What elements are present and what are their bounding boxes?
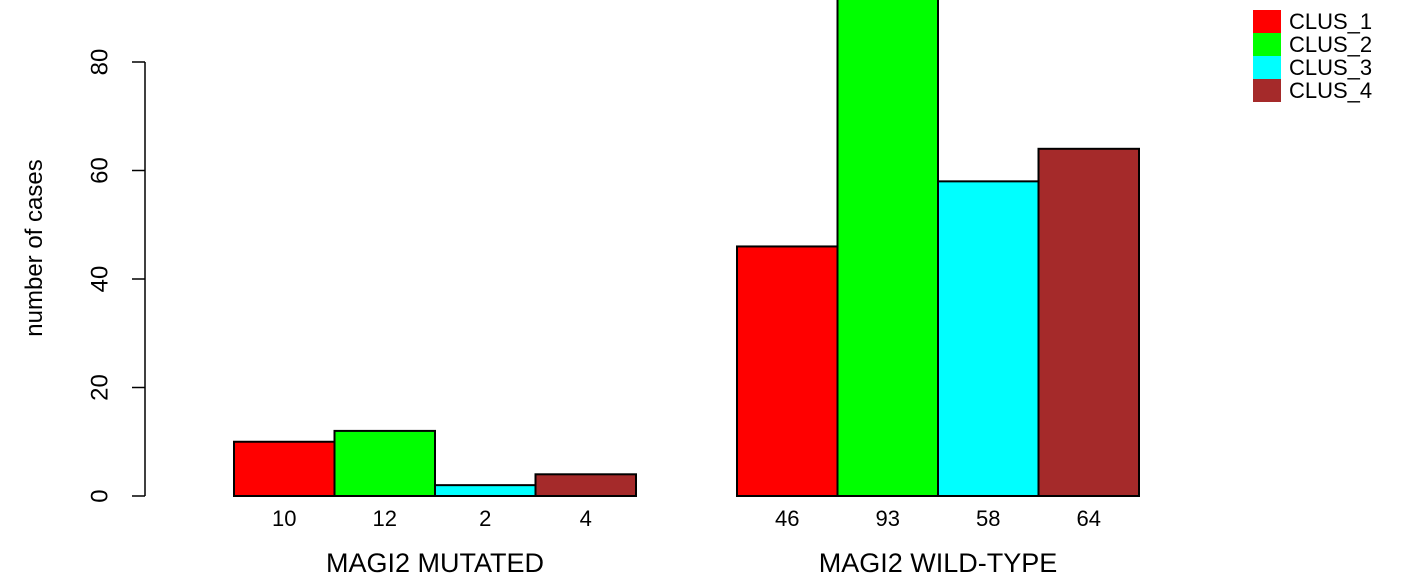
bars — [233, 0, 1140, 498]
y-tick-label: 0 — [87, 489, 114, 502]
group-label: MAGI2 MUTATED — [326, 548, 544, 578]
bar-value-label: 12 — [373, 506, 397, 531]
bar-value-label: 93 — [876, 506, 900, 531]
bar — [534, 473, 637, 497]
bar — [434, 484, 537, 497]
y-axis: 0 20 40 60 80 — [87, 49, 146, 503]
bar-value-label: 2 — [479, 506, 491, 531]
legend-swatch — [1253, 10, 1281, 33]
legend-label: CLUS_3 — [1289, 55, 1372, 80]
bar-value-label: 4 — [580, 506, 592, 531]
y-axis-label: number of cases — [21, 159, 48, 336]
legend-label: CLUS_4 — [1289, 78, 1372, 103]
bar — [233, 440, 336, 497]
y-tick-label: 40 — [87, 266, 114, 293]
bar — [736, 245, 839, 497]
bar-value-labels: 10 12 2 4 46 93 58 64 — [272, 506, 1101, 531]
group-labels: MAGI2 MUTATED MAGI2 WILD-TYPE — [326, 548, 1057, 578]
bar-value-label: 10 — [272, 506, 296, 531]
bar — [333, 429, 436, 497]
legend-swatch — [1253, 79, 1281, 102]
y-tick-label: 60 — [87, 157, 114, 184]
y-tick-label: 80 — [87, 49, 114, 76]
bar-value-label: 46 — [775, 506, 799, 531]
legend-swatch — [1253, 56, 1281, 79]
legend-label: CLUS_1 — [1289, 9, 1372, 34]
legend-swatch — [1253, 33, 1281, 56]
legend-label: CLUS_2 — [1289, 32, 1372, 57]
group-label: MAGI2 WILD-TYPE — [819, 548, 1058, 578]
bar — [1037, 147, 1140, 498]
bar-value-label: 58 — [976, 506, 1000, 531]
bar — [836, 0, 939, 497]
bar-value-label: 64 — [1077, 506, 1101, 531]
y-tick-label: 20 — [87, 374, 114, 401]
bar — [937, 180, 1040, 497]
